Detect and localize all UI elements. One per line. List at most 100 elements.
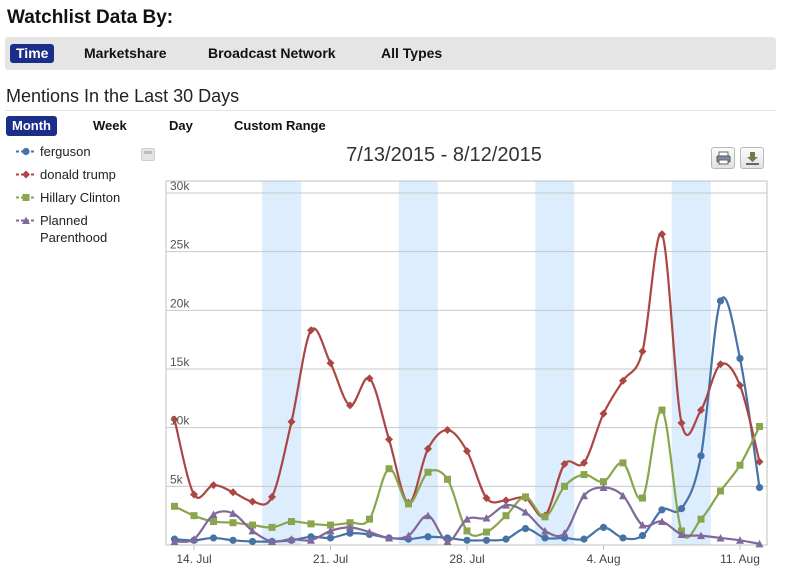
data-point bbox=[366, 515, 373, 523]
series-line bbox=[173, 232, 761, 518]
section-title: Mentions In the Last 30 Days bbox=[6, 86, 240, 106]
legend-marker-circle bbox=[16, 147, 36, 156]
y-tick-label: 5k bbox=[170, 472, 184, 486]
data-point bbox=[210, 518, 217, 526]
data-point bbox=[365, 374, 374, 383]
legend-item-donald-trump[interactable]: donald trump bbox=[15, 166, 140, 183]
data-point bbox=[444, 475, 451, 483]
x-tick-label: 28. Jul bbox=[449, 552, 484, 566]
data-point bbox=[619, 376, 627, 385]
data-point bbox=[677, 505, 686, 513]
data-point bbox=[424, 533, 432, 541]
data-point bbox=[209, 510, 218, 518]
data-point bbox=[424, 444, 432, 453]
data-point bbox=[346, 529, 354, 537]
tab-time[interactable]: Time bbox=[10, 44, 55, 63]
range-tab-month[interactable]: Month bbox=[6, 116, 57, 136]
data-point bbox=[502, 501, 510, 509]
legend-label: Hillary Clinton bbox=[40, 190, 121, 205]
data-point bbox=[736, 461, 744, 469]
data-point bbox=[580, 535, 588, 543]
data-point bbox=[482, 514, 491, 522]
data-point bbox=[638, 347, 647, 356]
legend-export-icon[interactable] bbox=[141, 148, 155, 161]
data-point bbox=[287, 417, 296, 426]
data-point bbox=[716, 360, 725, 369]
range-tab-day[interactable]: Day bbox=[169, 118, 193, 133]
chart-legend: ferguson donald trump Hillary Clinton Pl… bbox=[15, 143, 140, 252]
data-point bbox=[268, 492, 276, 501]
series-planned-parenthood bbox=[170, 483, 764, 548]
data-point bbox=[385, 465, 393, 473]
data-point bbox=[268, 537, 276, 545]
data-point bbox=[541, 526, 549, 535]
legend-marker-diamond bbox=[16, 170, 36, 179]
data-point bbox=[463, 536, 471, 544]
legend-marker-triangle bbox=[16, 216, 36, 224]
data-point bbox=[248, 497, 257, 506]
legend-label: Planned Parenthood bbox=[40, 213, 108, 245]
data-point bbox=[658, 506, 666, 514]
data-point bbox=[580, 471, 588, 479]
weekend-band bbox=[262, 181, 302, 545]
data-point bbox=[229, 519, 237, 527]
data-point bbox=[599, 523, 608, 532]
data-point bbox=[580, 491, 588, 500]
data-point bbox=[697, 452, 705, 460]
data-point bbox=[522, 493, 529, 501]
data-point bbox=[307, 536, 315, 544]
download-chart-button[interactable] bbox=[740, 147, 764, 169]
data-point bbox=[249, 521, 256, 529]
legend-item-planned-parenthood[interactable]: Planned Parenthood bbox=[15, 212, 140, 246]
range-tab-custom-range[interactable]: Custom Range bbox=[234, 118, 326, 133]
data-point bbox=[560, 529, 569, 537]
data-point bbox=[229, 488, 237, 497]
range-tab-week[interactable]: Week bbox=[93, 118, 127, 133]
data-point bbox=[443, 537, 452, 545]
data-point bbox=[717, 487, 724, 495]
y-tick-label: 15k bbox=[170, 355, 190, 369]
section-divider bbox=[5, 110, 776, 111]
data-point bbox=[463, 447, 471, 456]
data-point bbox=[424, 511, 432, 520]
legend-marker-square bbox=[16, 194, 36, 201]
page-title: Watchlist Data By: bbox=[7, 7, 174, 28]
data-point bbox=[365, 528, 374, 536]
data-point bbox=[170, 415, 179, 424]
data-point bbox=[404, 531, 413, 540]
data-point bbox=[288, 518, 295, 526]
data-point bbox=[502, 512, 510, 520]
data-point bbox=[346, 401, 354, 410]
data-point bbox=[346, 519, 354, 527]
x-tick-label: 4. Aug bbox=[586, 552, 620, 566]
legend-label: ferguson bbox=[40, 144, 91, 159]
chart-title: 7/13/2015 - 8/12/2015 bbox=[346, 144, 542, 166]
data-point bbox=[756, 422, 763, 430]
tab-marketshare[interactable]: Marketshare bbox=[84, 45, 167, 61]
data-point bbox=[736, 381, 744, 390]
data-point bbox=[736, 354, 744, 363]
data-point bbox=[424, 468, 432, 476]
data-point bbox=[307, 520, 315, 528]
data-point bbox=[171, 502, 178, 510]
data-point bbox=[287, 535, 296, 543]
data-point bbox=[463, 527, 471, 535]
data-point bbox=[619, 534, 627, 542]
x-tick-label: 21. Jul bbox=[313, 552, 348, 566]
data-point bbox=[268, 523, 276, 531]
data-point bbox=[755, 483, 764, 492]
legend-item-hillary-clinton[interactable]: Hillary Clinton bbox=[15, 189, 140, 206]
data-point bbox=[755, 539, 764, 548]
data-point bbox=[521, 508, 530, 516]
data-point bbox=[677, 530, 686, 538]
data-point bbox=[638, 532, 647, 540]
data-point bbox=[600, 478, 607, 486]
data-point bbox=[521, 524, 530, 533]
data-point bbox=[639, 494, 646, 502]
data-point bbox=[561, 482, 568, 490]
tab-all-types[interactable]: All Types bbox=[381, 45, 443, 61]
tab-broadcast-network[interactable]: Broadcast Network bbox=[208, 45, 336, 61]
print-chart-button[interactable] bbox=[711, 147, 735, 169]
legend-item-ferguson[interactable]: ferguson bbox=[15, 143, 140, 160]
